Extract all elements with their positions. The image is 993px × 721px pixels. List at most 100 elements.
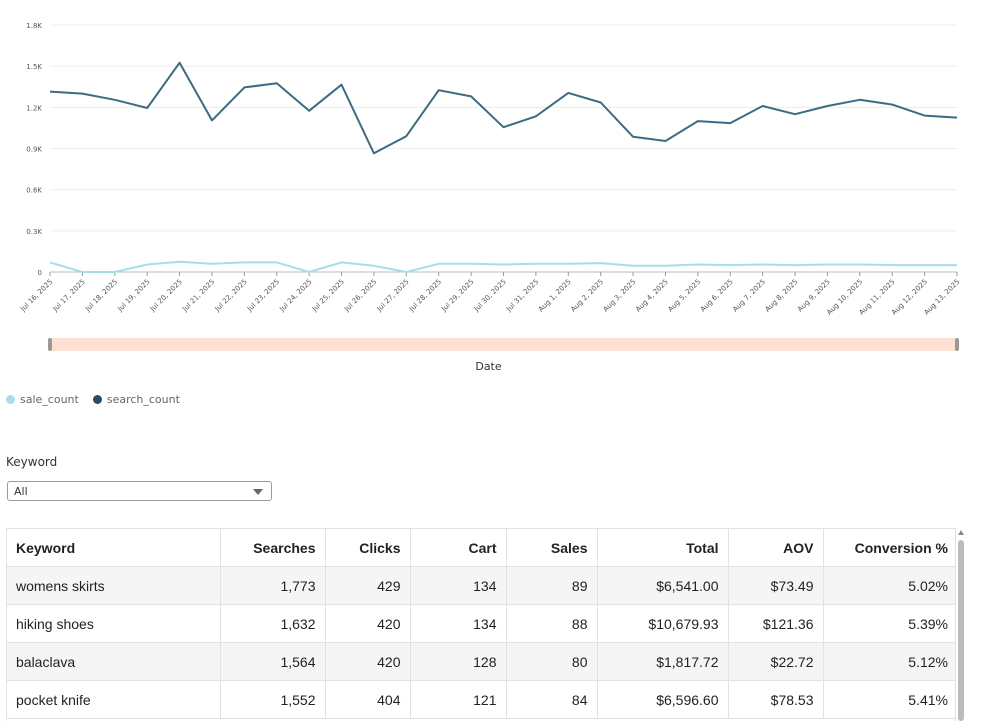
series-line-search-count (49, 61, 958, 155)
cell-keyword: pocket knife (7, 680, 221, 719)
x-tick-label: Jul 22, 2025 (213, 278, 249, 314)
legend-label-sale-count: sale_count (20, 393, 79, 406)
column-header-conversion[interactable]: Conversion % (823, 529, 955, 567)
x-tick-label: Jul 21, 2025 (180, 278, 216, 314)
x-tick-label: Aug 3, 2025 (602, 278, 638, 314)
x-tick-label: Jul 18, 2025 (83, 278, 119, 314)
cell-total: $6,596.60 (597, 680, 729, 719)
cell-searches: 1,552 (220, 680, 326, 719)
cell-clicks: 404 (325, 680, 411, 719)
x-tick-label: Jul 29, 2025 (440, 278, 476, 314)
x-tick-label: Jul 26, 2025 (342, 278, 378, 314)
cell-sales: 89 (506, 566, 598, 605)
cell-keyword: womens skirts (7, 566, 221, 605)
cell-total: $10,679.93 (597, 604, 729, 643)
table-scrollbar[interactable] (957, 530, 965, 721)
y-tick-label: 0 (38, 269, 42, 277)
cell-aov: $78.53 (728, 680, 824, 719)
keyword-filter-label: Keyword (6, 455, 58, 469)
legend-swatch-search-count (92, 395, 102, 404)
y-tick-label: 0.9K (26, 146, 42, 154)
scrollbar-thumb[interactable] (958, 540, 964, 721)
table-row[interactable]: hiking shoes 1,632 420 134 88 $10,679.93… (7, 604, 955, 643)
x-tick-label: Aug 2, 2025 (569, 278, 605, 314)
cell-cart: 121 (410, 680, 507, 719)
keyword-select-value: All (14, 485, 28, 498)
cell-clicks: 420 (325, 642, 411, 681)
cell-sales: 84 (506, 680, 598, 719)
x-tick-label: Jul 24, 2025 (278, 278, 314, 314)
scroll-up-arrow-icon[interactable] (958, 530, 964, 535)
cell-cart: 134 (410, 604, 507, 643)
x-tick-label: Jul 23, 2025 (245, 278, 281, 314)
series-line-sale-count (49, 260, 957, 273)
cell-keyword: balaclava (7, 642, 221, 681)
x-tick-label: Jul 30, 2025 (472, 278, 508, 314)
keyword-table: Keyword Searches Clicks Cart Sales Total… (7, 529, 955, 719)
y-tick-label: 0.3K (26, 228, 42, 236)
cell-searches: 1,564 (220, 642, 326, 681)
chart-legend: sale_count search_count (6, 393, 180, 406)
cell-sales: 88 (506, 604, 598, 643)
column-header-keyword[interactable]: Keyword (7, 529, 221, 567)
keyword-select[interactable]: All (7, 481, 272, 501)
zoom-slider-handle-right (955, 338, 959, 351)
cell-sales: 80 (506, 642, 598, 681)
zoom-slider-track (50, 338, 957, 351)
x-tick-label: Jul 31, 2025 (504, 278, 540, 314)
zoom-slider-handle-left (48, 338, 52, 351)
keyword-table-container: Keyword Searches Clicks Cart Sales Total… (6, 528, 956, 721)
legend-item-sale-count[interactable]: sale_count (6, 393, 79, 406)
cell-aov: $73.49 (728, 566, 824, 605)
x-tick-label: Aug 6, 2025 (699, 278, 735, 314)
column-header-total[interactable]: Total (597, 529, 729, 567)
x-tick-label: Jul 20, 2025 (148, 278, 184, 314)
x-tick-label: Aug 9, 2025 (796, 278, 832, 314)
x-tick-label: Jul 16, 2025 (18, 278, 54, 314)
cell-aov: $121.36 (728, 604, 824, 643)
legend-item-search-count[interactable]: search_count (92, 393, 180, 406)
cell-total: $1,817.72 (597, 642, 729, 681)
cell-clicks: 420 (325, 604, 411, 643)
column-header-sales[interactable]: Sales (506, 529, 598, 567)
cell-conversion: 5.39% (823, 604, 955, 643)
cell-searches: 1,773 (220, 566, 326, 605)
y-tick-label: 1.2K (26, 104, 42, 112)
cell-aov: $22.72 (728, 642, 824, 681)
x-tick-label: Aug 1, 2025 (537, 278, 573, 314)
table-row[interactable]: womens skirts 1,773 429 134 89 $6,541.00… (7, 566, 955, 605)
legend-swatch-sale-count (6, 395, 15, 404)
x-tick-label: Jul 27, 2025 (375, 278, 411, 314)
x-tick-label: Aug 4, 2025 (634, 278, 670, 314)
cell-conversion: 5.41% (823, 680, 955, 719)
x-axis-title: Date (475, 360, 502, 373)
chevron-down-icon (253, 489, 263, 495)
table-header-row: Keyword Searches Clicks Cart Sales Total… (7, 529, 955, 567)
x-tick-label: Aug 8, 2025 (764, 278, 800, 314)
column-header-cart[interactable]: Cart (410, 529, 507, 567)
x-tick-label: Aug 5, 2025 (666, 278, 702, 314)
y-tick-label: 0.6K (26, 187, 42, 195)
table-row[interactable]: pocket knife 1,552 404 121 84 $6,596.60 … (7, 680, 955, 719)
x-tick-label: Aug 7, 2025 (731, 278, 767, 314)
x-tick-label: Jul 17, 2025 (51, 278, 87, 314)
cell-conversion: 5.02% (823, 566, 955, 605)
cell-keyword: hiking shoes (7, 604, 221, 643)
cell-clicks: 429 (325, 566, 411, 605)
cell-conversion: 5.12% (823, 642, 955, 681)
x-tick-label: Jul 28, 2025 (407, 278, 443, 314)
table-row[interactable]: balaclava 1,564 420 128 80 $1,817.72 $22… (7, 642, 955, 681)
y-tick-label: 1.8K (26, 22, 42, 30)
y-tick-label: 1.5K (26, 63, 42, 71)
cell-cart: 134 (410, 566, 507, 605)
cell-cart: 128 (410, 642, 507, 681)
x-tick-label: Jul 19, 2025 (116, 278, 152, 314)
cell-total: $6,541.00 (597, 566, 729, 605)
column-header-clicks[interactable]: Clicks (325, 529, 411, 567)
cell-searches: 1,632 (220, 604, 326, 643)
column-header-aov[interactable]: AOV (728, 529, 824, 567)
x-tick-label: Jul 25, 2025 (310, 278, 346, 314)
column-header-searches[interactable]: Searches (220, 529, 326, 567)
legend-label-search-count: search_count (106, 393, 180, 406)
